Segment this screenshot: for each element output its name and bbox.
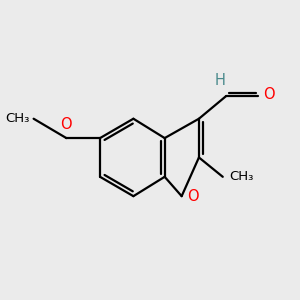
Text: H: H: [214, 73, 225, 88]
Text: O: O: [61, 116, 72, 131]
Text: O: O: [187, 189, 199, 204]
Text: CH₃: CH₃: [229, 170, 254, 183]
Text: CH₃: CH₃: [5, 112, 29, 125]
Text: O: O: [263, 87, 275, 102]
